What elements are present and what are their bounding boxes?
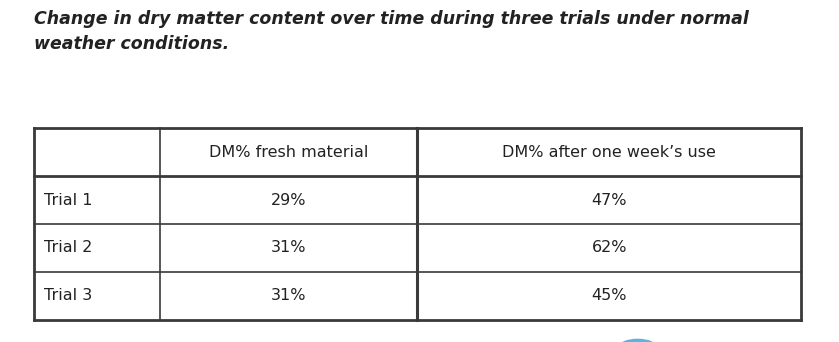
Text: Trial 2: Trial 2 xyxy=(44,240,92,255)
Text: 31%: 31% xyxy=(271,288,306,303)
Text: Trial 1: Trial 1 xyxy=(44,193,92,208)
Text: 29%: 29% xyxy=(271,193,306,208)
Text: 47%: 47% xyxy=(591,193,627,208)
Ellipse shape xyxy=(619,339,656,342)
Text: DM% after one week’s use: DM% after one week’s use xyxy=(503,145,717,160)
Text: Trial 3: Trial 3 xyxy=(44,288,92,303)
Text: 45%: 45% xyxy=(591,288,627,303)
Text: Change in dry matter content over time during three trials under normal
weather : Change in dry matter content over time d… xyxy=(34,10,748,53)
Text: 62%: 62% xyxy=(591,240,627,255)
Text: DM% fresh material: DM% fresh material xyxy=(209,145,368,160)
Text: 31%: 31% xyxy=(271,240,306,255)
